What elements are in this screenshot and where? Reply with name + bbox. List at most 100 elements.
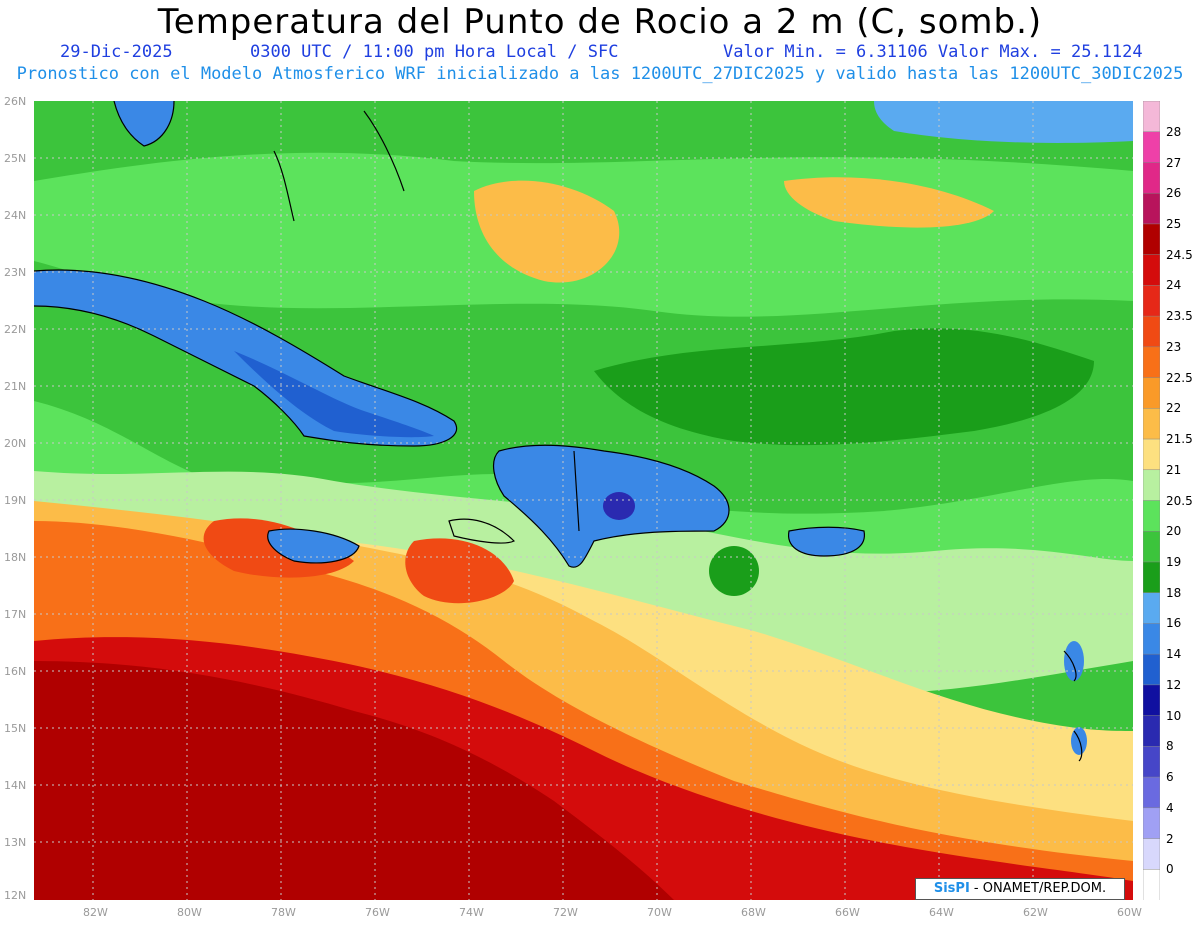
lat-label: 17N — [4, 608, 27, 621]
antilles-blue-patch — [1064, 641, 1084, 681]
lat-label: 18N — [4, 551, 27, 564]
colorbar-level: 25 — [1166, 216, 1182, 231]
lon-label: 80W — [177, 906, 202, 919]
colorbar-swatch — [1143, 746, 1160, 778]
colorbar-swatch — [1143, 408, 1160, 440]
credit-org: - ONAMET/REP.DOM. — [973, 881, 1107, 896]
lon-label: 62W — [1023, 906, 1048, 919]
colorbar-level: 0 — [1166, 862, 1174, 877]
lon-label: 60W — [1117, 906, 1142, 919]
value-range: Valor Min. = 6.31106 Valor Max. = 25.112… — [723, 42, 1143, 62]
dewpoint-field — [34, 101, 1133, 900]
colorbar-level: 23 — [1166, 339, 1182, 354]
colorbar-level: 24.5 — [1166, 247, 1193, 262]
colorbar-level: 18 — [1166, 585, 1182, 600]
forecast-time: 0300 UTC / 11:00 pm Hora Local / SFC — [250, 42, 619, 62]
colorbar-level: 10 — [1166, 708, 1182, 723]
lat-label: 25N — [4, 152, 27, 165]
lon-label: 74W — [459, 906, 484, 919]
colorbar-level: 27 — [1166, 155, 1182, 170]
orange-patch-north — [474, 180, 620, 283]
lat-label: 13N — [4, 836, 27, 849]
colorbar-swatch — [1143, 346, 1160, 379]
colorbar-swatch — [1143, 192, 1160, 225]
lat-label: 15N — [4, 722, 27, 735]
colorbar-swatch — [1143, 776, 1160, 809]
blue-florida — [114, 101, 174, 146]
colorbar-level: 23.5 — [1166, 309, 1193, 324]
map-title: Temperatura del Punto de Rocio a 2 m (C,… — [157, 2, 1043, 42]
colorbar-swatch — [1143, 592, 1160, 625]
lat-label: 24N — [4, 209, 27, 222]
forecast-date: 29-Dic-2025 — [60, 42, 173, 62]
colorbar-swatch — [1143, 469, 1160, 502]
colorbar-swatch — [1143, 254, 1160, 287]
credit-box: SisPI - ONAMET/REP.DOM. — [915, 878, 1125, 900]
colorbar-swatch — [1143, 377, 1160, 410]
colorbar-level: 2 — [1166, 831, 1174, 846]
lon-label: 76W — [365, 906, 390, 919]
colorbar-level: 8 — [1166, 739, 1174, 754]
colorbar-swatch — [1143, 869, 1160, 900]
graticule — [34, 101, 1133, 900]
lat-label: 12N — [4, 889, 27, 902]
lat-label: 20N — [4, 437, 27, 450]
colorbar-level: 19 — [1166, 555, 1182, 569]
colorbar-swatch — [1143, 807, 1160, 840]
colorbar-swatch — [1143, 131, 1160, 164]
lat-label: 22N — [4, 323, 27, 336]
colorbar-level: 16 — [1166, 616, 1182, 631]
model-info: Pronostico con el Modelo Atmosferico WRF… — [16, 64, 1184, 84]
colorbar-swatch — [1143, 315, 1160, 348]
colorbar-swatch — [1143, 623, 1160, 655]
credit-brand: SisPI — [933, 881, 970, 896]
lon-label: 82W — [83, 906, 108, 919]
colorbar — [1143, 101, 1160, 900]
colorbar-level: 22 — [1166, 401, 1182, 416]
colorbar-swatch — [1143, 101, 1160, 133]
colorbar-swatch — [1143, 223, 1160, 256]
colorbar-swatch — [1143, 438, 1160, 471]
colorbar-swatch — [1143, 162, 1160, 194]
colorbar-swatch — [1143, 838, 1160, 871]
colorbar-swatch — [1143, 715, 1160, 748]
colorbar-level: 22.5 — [1166, 370, 1193, 385]
orange-patch-haiti — [405, 538, 514, 604]
lat-label: 21N — [4, 380, 27, 393]
lat-label: 14N — [4, 779, 27, 792]
colorbar-level: 20.5 — [1166, 493, 1193, 508]
coastlines — [34, 101, 1083, 762]
colorbar-swatch — [1143, 561, 1160, 594]
lat-label: 23N — [4, 266, 27, 279]
lat-label: 16N — [4, 665, 27, 678]
colorbar-swatch — [1143, 653, 1160, 686]
colorbar-swatch — [1143, 684, 1160, 717]
colorbar-swatch — [1143, 500, 1160, 532]
lat-label: 19N — [4, 494, 27, 507]
colorbar-level: 28 — [1166, 124, 1182, 139]
colorbar-level: 21.5 — [1166, 432, 1193, 446]
lon-label: 64W — [929, 906, 954, 919]
dark-green-patch — [709, 546, 759, 596]
cuba-interior — [234, 351, 434, 438]
dark-red-zone — [34, 661, 674, 900]
lon-label: 66W — [835, 906, 860, 919]
cordillera-central-low — [603, 492, 635, 520]
colorbar-level: 20 — [1166, 524, 1182, 539]
colorbar-swatch — [1143, 530, 1160, 563]
colorbar-level: 26 — [1166, 186, 1182, 201]
colorbar-level: 24 — [1166, 278, 1182, 293]
colorbar-level: 14 — [1166, 647, 1182, 662]
lon-label: 68W — [741, 906, 766, 919]
colorbar-level: 12 — [1166, 677, 1182, 692]
dark-green-atlantic — [594, 328, 1094, 446]
map-panel — [34, 101, 1133, 900]
lon-label: 70W — [647, 906, 672, 919]
colorbar-level: 21 — [1166, 462, 1182, 477]
colorbar-level: 6 — [1166, 770, 1174, 785]
lon-label: 78W — [271, 906, 296, 919]
lon-label: 72W — [553, 906, 578, 919]
lat-label: 26N — [4, 95, 27, 108]
colorbar-swatch — [1143, 285, 1160, 317]
colorbar-level: 4 — [1166, 800, 1174, 815]
